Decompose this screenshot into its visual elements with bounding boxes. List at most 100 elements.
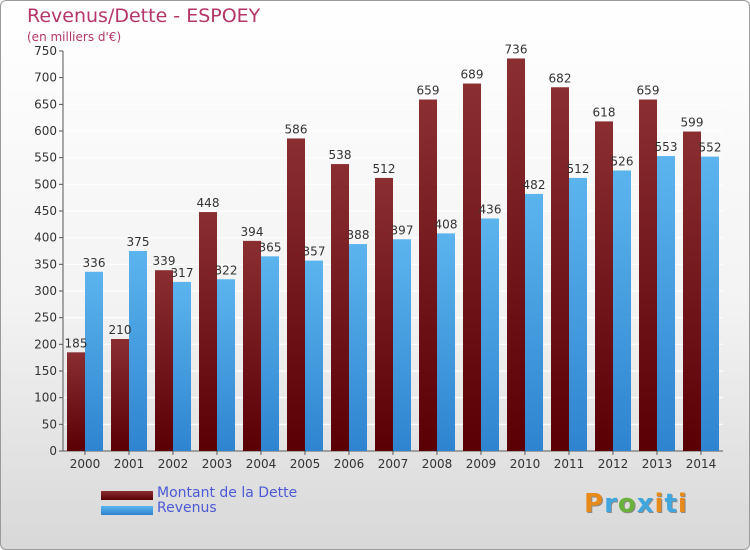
y-tick-label: 450 [34,204,57,218]
x-tick-label: 2009 [466,457,497,471]
data-label-revenue: 436 [479,202,502,216]
bar-debt [595,121,613,452]
y-tick-label: 400 [34,231,57,245]
x-tick-label: 2014 [686,457,717,471]
x-tick-label: 2006 [334,457,365,471]
y-tick-label: 650 [34,97,57,111]
data-label-revenue: 388 [347,228,370,242]
bar-revenue [613,170,631,451]
bar-revenue [525,193,543,451]
y-tick-label: 0 [49,444,57,458]
data-label-revenue: 553 [655,140,678,154]
bar-revenue [393,239,411,451]
y-tick-label: 500 [34,177,57,191]
bar-debt [243,240,261,451]
data-label-revenue: 552 [699,141,722,155]
bar-revenue [701,156,719,451]
data-label-revenue: 357 [303,245,326,259]
bar-revenue [261,256,279,451]
bar-debt [67,352,85,451]
bar-debt [155,270,173,451]
bar-revenue [85,271,103,451]
data-label-revenue: 482 [523,178,546,192]
bar-debt [419,99,437,452]
x-tick-label: 2013 [642,457,673,471]
y-tick-label: 550 [34,151,57,165]
logo-letter: t [664,489,678,519]
bar-revenue [173,281,191,451]
data-label-revenue: 322 [215,263,238,277]
x-tick-label: 2001 [114,457,145,471]
y-tick-label: 100 [34,391,57,405]
x-tick-label: 2000 [70,457,101,471]
y-tick-label: 600 [34,124,57,138]
bar-revenue [305,260,323,451]
proxiti-logo: Proxiti [584,489,688,519]
bar-debt [199,212,217,451]
y-tick-label: 300 [34,284,57,298]
data-label-revenue: 408 [435,217,458,231]
data-label-revenue: 526 [611,154,634,168]
legend-label-debt: Montant de la Dette [157,485,298,501]
data-label-debt: 512 [373,162,396,176]
bar-revenue [481,218,499,451]
y-tick-label: 250 [34,311,57,325]
legend-swatch-revenue [101,506,153,515]
data-label-debt: 659 [417,84,440,98]
data-label-revenue: 397 [391,223,414,237]
y-tick-label: 700 [34,71,57,85]
bar-revenue [657,156,675,452]
bar-revenue [569,177,587,451]
x-tick-label: 2007 [378,457,409,471]
legend-label-revenue: Revenus [157,500,217,516]
x-tick-label: 2002 [158,457,189,471]
bar-revenue [349,244,367,451]
data-label-revenue: 375 [127,235,150,249]
bar-debt [111,339,129,451]
y-tick-label: 200 [34,337,57,351]
bar-debt [639,99,657,452]
y-tick-label: 750 [34,44,57,58]
bar-debt [331,164,349,452]
bar-debt [375,177,393,451]
bar-debt [287,138,305,451]
data-label-debt: 586 [285,122,308,136]
data-label-debt: 538 [329,148,352,162]
y-tick-label: 150 [34,364,57,378]
data-label-debt: 599 [681,116,704,130]
bar-debt [507,58,525,451]
data-label-debt: 736 [505,42,528,56]
data-label-debt: 339 [153,254,176,268]
chart-title: Revenus/Dette - ESPOEY [27,5,261,27]
data-label-revenue: 336 [83,256,106,270]
chart-subtitle: (en milliers d'€) [27,30,122,44]
logo-letter: P [584,489,605,519]
data-label-debt: 659 [637,84,660,98]
x-tick-label: 2005 [290,457,321,471]
data-label-debt: 185 [65,336,88,350]
x-tick-label: 2003 [202,457,233,471]
data-label-revenue: 317 [171,266,194,280]
bar-debt [463,83,481,452]
data-label-debt: 618 [593,105,616,119]
data-label-debt: 682 [549,71,572,85]
y-tick-label: 50 [42,417,57,431]
bar-revenue [437,233,455,451]
bar-revenue [129,251,147,451]
data-label-debt: 689 [461,68,484,82]
bar-debt [683,131,701,452]
data-label-debt: 448 [197,196,220,210]
legend-swatch-debt [101,491,153,500]
logo-letter: i [677,489,688,519]
bar-revenue [217,279,235,451]
x-tick-label: 2010 [510,457,541,471]
logo-letter: o [617,489,637,519]
data-label-debt: 394 [241,225,264,239]
bar-debt [551,87,569,452]
y-tick-label: 350 [34,257,57,271]
data-label-revenue: 365 [259,240,282,254]
data-label-revenue: 512 [567,162,590,176]
x-tick-label: 2012 [598,457,629,471]
